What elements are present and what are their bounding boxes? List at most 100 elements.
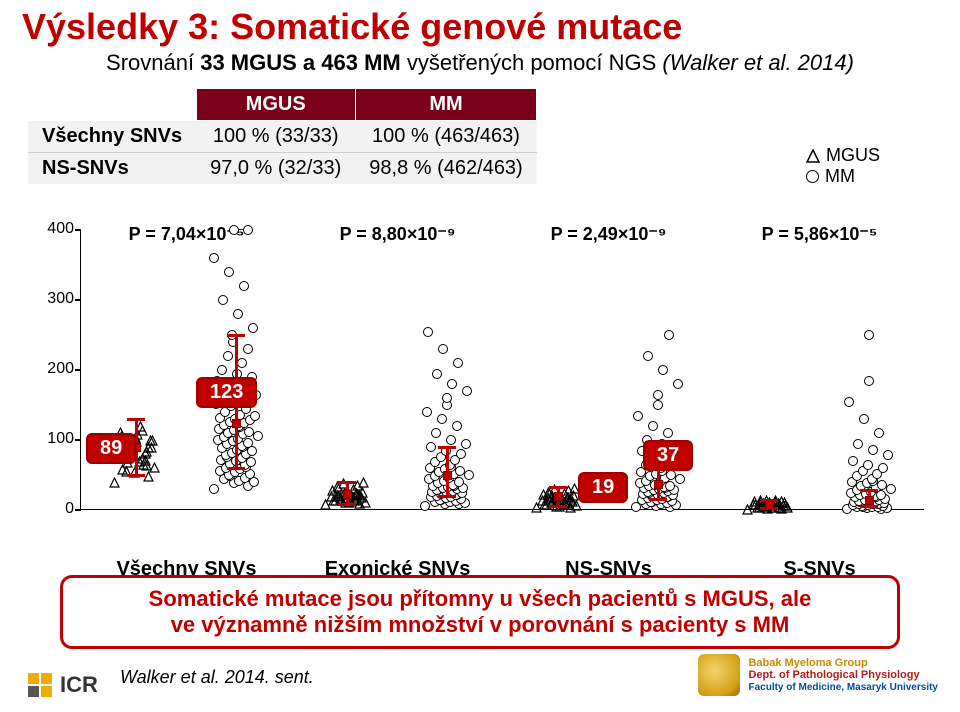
- circle-marker: [877, 480, 887, 490]
- ytick-label: 200: [36, 360, 74, 378]
- legend-mm-label: MM: [825, 166, 855, 187]
- circle-marker: [209, 484, 219, 494]
- value-badge: 123: [196, 377, 257, 408]
- subtitle-bold: 33 MGUS a 463 MM: [200, 50, 401, 75]
- circle-marker: [455, 466, 465, 476]
- subtitle-prefix: Srovnání: [106, 50, 200, 75]
- circle-marker: [666, 470, 676, 480]
- bmg-l1: Babak Myeloma Group: [748, 657, 938, 670]
- circle-marker: [863, 460, 873, 470]
- circle-marker: [456, 449, 466, 459]
- subtitle-mid: vyšetřených pomocí NGS: [401, 50, 663, 75]
- triangle-marker: [109, 477, 120, 488]
- plot-area: P = 7,04×10⁻⁵Všechny SNVsP = 8,80×10⁻⁹Ex…: [80, 230, 924, 510]
- circle-marker: [878, 463, 888, 473]
- circle-marker: [442, 393, 452, 403]
- row-label: Všechny SNVs: [28, 121, 196, 153]
- value-badge: 19: [578, 472, 628, 503]
- cell: 97,0 % (32/33): [196, 153, 355, 185]
- circle-marker: [874, 428, 884, 438]
- icr-text: ICR: [60, 672, 98, 698]
- circle-marker: [633, 411, 643, 421]
- circle-marker: [233, 309, 243, 319]
- snv-table: MGUS MM Všechny SNVs 100 % (33/33) 100 %…: [28, 88, 537, 184]
- circle-marker: [426, 442, 436, 452]
- icr-logo-icon: [28, 673, 52, 697]
- pvalue-label: P = 8,80×10⁻⁹: [292, 224, 503, 245]
- chart-legend: MGUS MM: [806, 145, 880, 187]
- circle-marker: [438, 344, 448, 354]
- circle-marker: [864, 330, 874, 340]
- legend-mgus-label: MGUS: [826, 145, 880, 166]
- circle-marker: [859, 414, 869, 424]
- circle-marker: [868, 445, 878, 455]
- conclusion-box: Somatické mutace jsou přítomny u všech p…: [60, 575, 900, 649]
- value-badge: 89: [86, 433, 136, 464]
- pvalue-label: P = 5,86×10⁻⁵: [714, 224, 925, 245]
- circle-marker: [243, 344, 253, 354]
- ytick-label: 300: [36, 290, 74, 308]
- circle-marker: [653, 400, 663, 410]
- circle-marker: [844, 397, 854, 407]
- circle-marker: [248, 323, 258, 333]
- triangle-marker: [143, 471, 154, 482]
- footer: ICR Walker et al. 2014. sent. Babak Myel…: [0, 652, 960, 702]
- circle-marker: [653, 390, 663, 400]
- circle-marker: [250, 411, 260, 421]
- circle-marker: [663, 428, 673, 438]
- circle-marker: [217, 365, 227, 375]
- circle-marker: [464, 470, 474, 480]
- circle-marker: [853, 439, 863, 449]
- table-row: NS-SNVs 97,0 % (32/33) 98,8 % (462/463): [28, 153, 537, 185]
- legend-mgus: MGUS: [806, 145, 880, 166]
- row-label: NS-SNVs: [28, 153, 196, 185]
- snv-chart: P = 7,04×10⁻⁵Všechny SNVsP = 8,80×10⁻⁹Ex…: [36, 230, 924, 530]
- circle-marker: [453, 358, 463, 368]
- circle-marker: [864, 376, 874, 386]
- value-badge: 37: [643, 440, 693, 471]
- circle-marker: [673, 379, 683, 389]
- cell: 98,8 % (462/463): [355, 153, 536, 185]
- cell: 100 % (33/33): [196, 121, 355, 153]
- th-mgus: MGUS: [196, 89, 355, 121]
- circle-marker: [246, 457, 256, 467]
- ytick-label: 0: [36, 500, 74, 518]
- circle-marker: [452, 421, 462, 431]
- bmg-text: Babak Myeloma Group Dept. of Pathologica…: [748, 657, 938, 694]
- pvalue-label: P = 2,49×10⁻⁹: [503, 224, 714, 245]
- circle-marker: [209, 253, 219, 263]
- circle-marker: [643, 351, 653, 361]
- circle-marker: [218, 295, 228, 305]
- bmg-logo-icon: [698, 654, 740, 696]
- page-title: Výsledky 3: Somatické genové mutace: [0, 0, 960, 48]
- triangle-marker: [143, 442, 154, 453]
- circle-marker: [431, 428, 441, 438]
- circle-marker: [423, 327, 433, 337]
- legend-mm: MM: [806, 166, 880, 187]
- conclusion-line1: Somatické mutace jsou přítomny u všech p…: [77, 586, 883, 612]
- cell: 100 % (463/463): [355, 121, 536, 153]
- triangle-marker: [137, 453, 148, 464]
- icr-logo-block: ICR: [28, 672, 98, 698]
- circle-marker: [223, 351, 233, 361]
- triangle-icon: [806, 149, 820, 163]
- bmg-l2: Dept. of Pathological Physiology: [748, 669, 938, 682]
- table-row: Všechny SNVs 100 % (33/33) 100 % (463/46…: [28, 121, 537, 153]
- circle-marker: [675, 474, 685, 484]
- circle-marker: [461, 439, 471, 449]
- circle-marker: [244, 427, 254, 437]
- conclusion-line2: ve významně nižším množství v porovnání …: [77, 612, 883, 638]
- circle-marker: [447, 379, 457, 389]
- circle-marker: [664, 330, 674, 340]
- circle-marker: [886, 484, 896, 494]
- circle-marker: [229, 225, 239, 235]
- circle-marker: [437, 414, 447, 424]
- bmg-l3: Faculty of Medicine, Masaryk University: [748, 682, 938, 694]
- th-blank: [28, 89, 196, 121]
- circle-marker: [446, 435, 456, 445]
- circle-marker: [237, 358, 247, 368]
- circle-marker: [253, 431, 263, 441]
- circle-marker: [224, 267, 234, 277]
- circle-marker: [883, 450, 893, 460]
- circle-icon: [806, 170, 819, 183]
